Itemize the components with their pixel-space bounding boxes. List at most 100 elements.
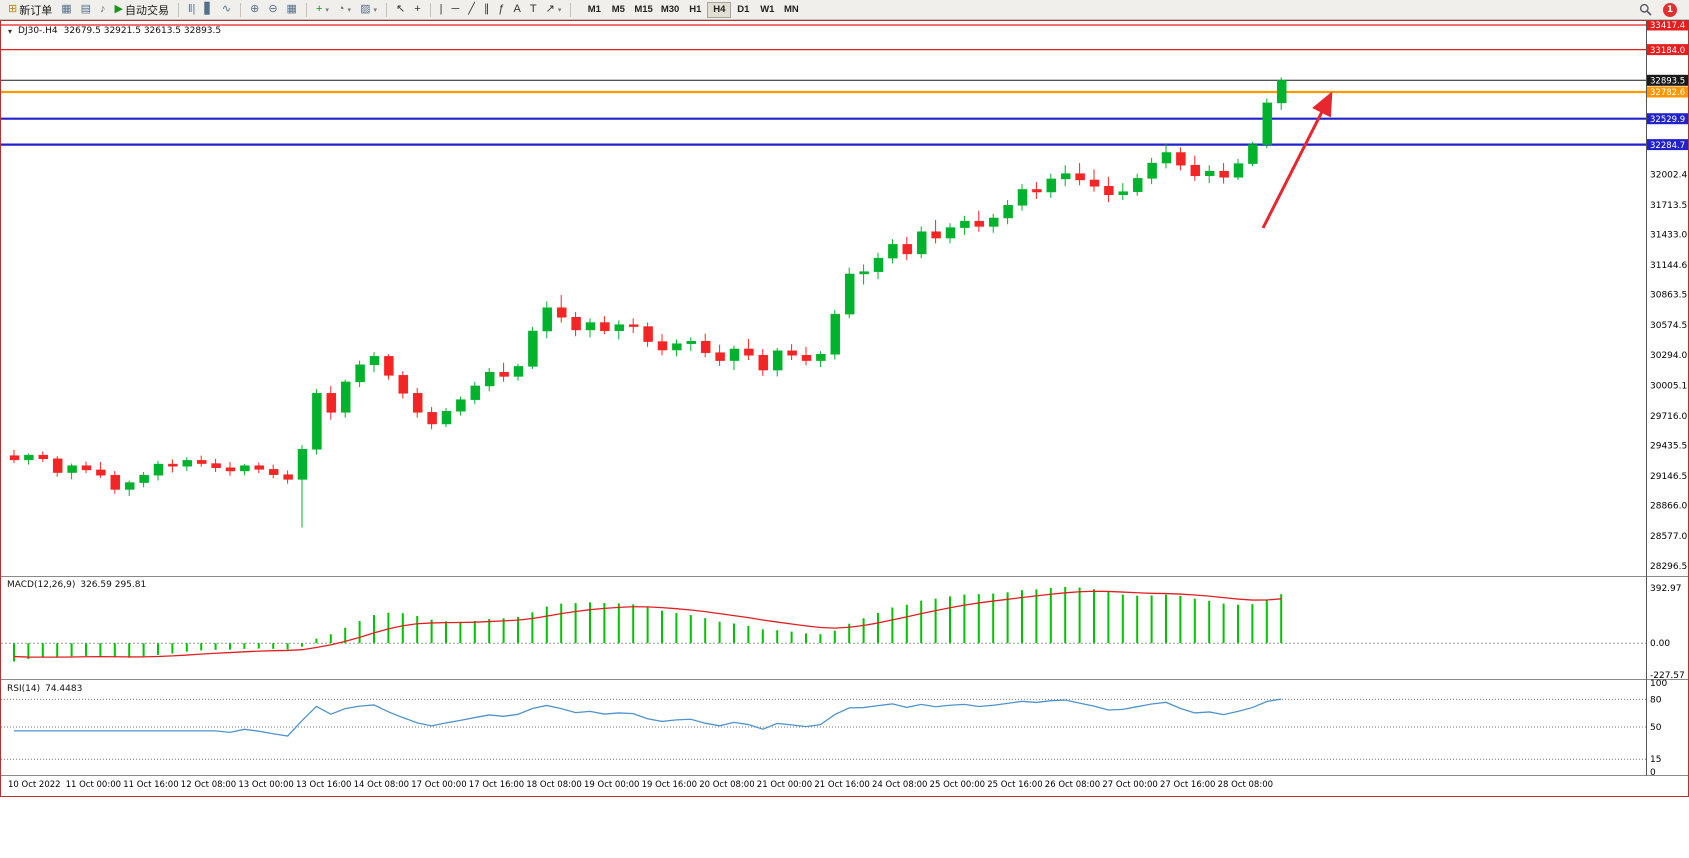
cursor-button[interactable]: ↖ xyxy=(392,1,409,19)
svg-text:28577.0: 28577.0 xyxy=(1650,532,1687,542)
svg-text:19 Oct 00:00: 19 Oct 00:00 xyxy=(584,780,639,790)
auto-trading-label: 自动交易 xyxy=(125,4,169,17)
new-order-icon: ⊞ xyxy=(8,3,18,15)
periods-button[interactable]: ◔ ▾ xyxy=(334,1,355,19)
horizontal-levels[interactable] xyxy=(1,24,1646,146)
timeframe-button-m15[interactable]: M15 xyxy=(630,2,656,18)
label-icon: T xyxy=(529,3,537,15)
timeframe-button-h4[interactable]: H4 xyxy=(707,1,732,18)
indicators-button[interactable]: + ▾ xyxy=(312,1,333,19)
rsi-name: RSI(14) xyxy=(7,684,41,694)
svg-text:32284.7: 32284.7 xyxy=(1650,141,1685,151)
arrows-button[interactable]: ↗ ▾ xyxy=(542,1,566,19)
timeframe-button-mn[interactable]: MN xyxy=(779,2,803,18)
svg-text:30005.1: 30005.1 xyxy=(1650,381,1687,391)
trendline-button[interactable]: ╱ xyxy=(464,1,479,19)
horizontal-line-icon: ─ xyxy=(451,3,460,15)
timeframe-button-m5[interactable]: M5 xyxy=(606,2,630,18)
charts-button[interactable]: ▦ xyxy=(57,1,75,19)
svg-text:32782.6: 32782.6 xyxy=(1650,88,1685,98)
svg-text:14 Oct 08:00: 14 Oct 08:00 xyxy=(354,780,409,790)
templates-icon: ▨ xyxy=(360,3,371,15)
svg-text:50: 50 xyxy=(1650,723,1662,733)
svg-text:13 Oct 00:00: 13 Oct 00:00 xyxy=(238,780,293,790)
timeframe-button-m1[interactable]: M1 xyxy=(582,2,606,18)
timeframe-button-h1[interactable]: H1 xyxy=(683,2,707,18)
svg-text:-227.57: -227.57 xyxy=(1650,671,1685,681)
svg-text:27 Oct 00:00: 27 Oct 00:00 xyxy=(1102,780,1157,790)
price-tag-33184.0 xyxy=(1647,44,1688,56)
svg-text:80: 80 xyxy=(1650,695,1662,705)
price-axis[interactable]: 32002.4 31713.5 31433.0 31144.6 30863.5 30574… xyxy=(1650,170,1687,778)
channel-button[interactable]: ∥ xyxy=(480,1,494,19)
macd-histogram xyxy=(13,586,1283,662)
svg-text:11 Oct 00:00: 11 Oct 00:00 xyxy=(66,780,121,790)
svg-text:28296.5: 28296.5 xyxy=(1650,562,1687,572)
notification-badge[interactable]: 1 xyxy=(1663,2,1677,17)
svg-text:25 Oct 16:00: 25 Oct 16:00 xyxy=(987,780,1042,790)
new-order-button[interactable]: ⊞ 新订单 xyxy=(4,1,56,19)
dropdown-caret-icon: ▾ xyxy=(557,6,562,14)
svg-text:30294.0: 30294.0 xyxy=(1650,351,1687,361)
svg-text:33184.0: 33184.0 xyxy=(1650,46,1685,56)
svg-text:29435.5: 29435.5 xyxy=(1650,442,1687,452)
zoom-out-button[interactable]: ⊖ xyxy=(264,1,281,19)
toolbar-separator xyxy=(429,2,431,17)
svg-text:32002.4: 32002.4 xyxy=(1650,170,1687,180)
auto-trading-button[interactable]: ▶ 自动交易 xyxy=(111,1,173,19)
svg-text:15: 15 xyxy=(1650,755,1661,765)
svg-text:32529.9: 32529.9 xyxy=(1650,115,1685,125)
rsi-indicator-label: RSI(14) 74.4483 xyxy=(7,684,82,694)
toolbar-separator xyxy=(570,2,572,17)
svg-text:100: 100 xyxy=(1650,679,1667,689)
vertical-line-button[interactable]: | xyxy=(436,1,447,19)
svg-text:26 Oct 08:00: 26 Oct 08:00 xyxy=(1045,780,1100,790)
cursor-icon: ↖ xyxy=(395,3,406,15)
dropdown-caret-icon: ▾ xyxy=(325,6,329,14)
toolbar-separator xyxy=(240,2,242,17)
toolbar-separator xyxy=(385,2,387,17)
svg-text:31713.5: 31713.5 xyxy=(1650,201,1687,211)
templates-button[interactable]: ▨ ▾ xyxy=(356,1,381,19)
price-tag-33417.4 xyxy=(1647,21,1688,31)
search-button[interactable] xyxy=(1635,1,1656,19)
svg-text:25 Oct 00:00: 25 Oct 00:00 xyxy=(930,780,985,790)
macd-indicator-label: MACD(12,26,9) 326.59 295.81 xyxy=(7,580,146,590)
svg-text:21 Oct 00:00: 21 Oct 00:00 xyxy=(757,780,812,790)
timeframe-button-w1[interactable]: W1 xyxy=(755,2,779,18)
svg-text:21 Oct 16:00: 21 Oct 16:00 xyxy=(814,780,869,790)
text-button[interactable]: A xyxy=(510,1,525,19)
candle-chart-mode-button[interactable]: ▋ xyxy=(200,1,216,19)
trendline-icon: ╱ xyxy=(468,3,475,15)
price-tag-32529.9 xyxy=(1647,113,1688,125)
collapse-arrow-icon[interactable]: ▾ xyxy=(8,26,13,36)
line-chart-mode-button[interactable]: ∿ xyxy=(218,1,235,19)
svg-text:0.00: 0.00 xyxy=(1650,639,1670,649)
macd-values: 326.59 295.81 xyxy=(80,580,147,590)
toolbar-separator xyxy=(178,2,179,17)
candle-chart-mode-icon: ▋ xyxy=(204,3,213,15)
arrows-icon: ↗ xyxy=(545,3,555,15)
chart-window[interactable]: 32002.4 31713.5 31433.0 31144.6 30863.5 30574… xyxy=(0,20,1689,797)
label-button[interactable]: T xyxy=(526,1,541,19)
fibonacci-button[interactable]: ƒ xyxy=(494,1,508,19)
trend-arrow[interactable] xyxy=(1261,91,1333,229)
timeframe-button-d1[interactable]: D1 xyxy=(731,2,755,18)
crosshair-button[interactable]: + xyxy=(410,1,424,19)
profiles-button[interactable]: ▤ xyxy=(77,1,95,19)
svg-text:32893.5: 32893.5 xyxy=(1650,77,1685,87)
svg-text:29716.0: 29716.0 xyxy=(1650,412,1687,422)
horizontal-line-button[interactable]: ─ xyxy=(448,1,464,19)
price-chart-canvas[interactable]: 32002.4 31713.5 31433.0 31144.6 30863.5 30574… xyxy=(1,21,1688,796)
toolbar-right-group: 1 xyxy=(1635,1,1685,19)
alerts-button[interactable]: ♪ xyxy=(96,1,110,19)
zoom-out-icon: ⊖ xyxy=(268,3,278,15)
zoom-in-button[interactable]: ⊕ xyxy=(246,1,263,19)
zoom-in-icon: ⊕ xyxy=(250,3,260,15)
tile-windows-button[interactable]: ▦ xyxy=(283,1,301,19)
timeframe-button-m30[interactable]: M30 xyxy=(657,2,683,18)
rsi-value: 74.4483 xyxy=(45,684,83,694)
bar-chart-mode-button[interactable]: ‖| xyxy=(184,1,199,19)
time-axis[interactable]: 10 Oct 2022 11 Oct 00:00 11 Oct 16:00 12 Oc… xyxy=(8,780,1273,790)
